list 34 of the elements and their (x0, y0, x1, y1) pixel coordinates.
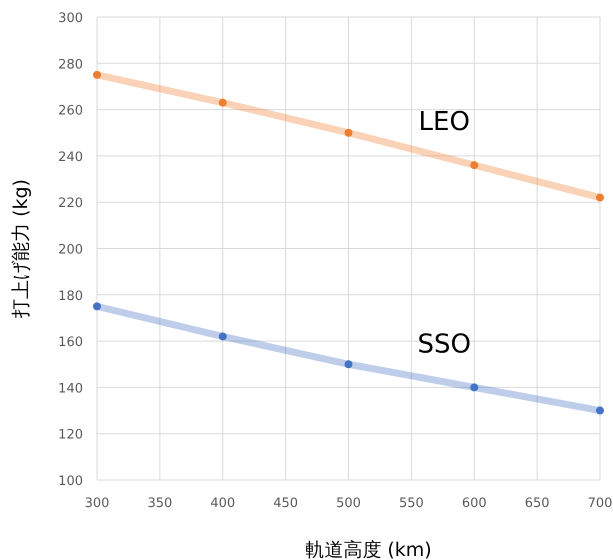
y-tick-label: 240 (58, 150, 83, 165)
x-tick-label: 300 (84, 496, 110, 511)
x-tick-label: 550 (398, 496, 424, 511)
y-tick-label: 300 (58, 11, 83, 26)
y-tick-label: 220 (58, 196, 83, 212)
point (596, 194, 604, 202)
point (344, 128, 352, 137)
point (344, 360, 352, 368)
series-label: LEO (418, 107, 470, 138)
x-tick-label: 500 (336, 496, 361, 511)
x-tick-label: 450 (273, 496, 298, 511)
point (470, 161, 478, 170)
x-tick-label: 700 (588, 496, 612, 511)
y-tick-label: 260 (58, 104, 83, 119)
x-tick-label: 350 (147, 496, 172, 511)
point (218, 98, 227, 107)
y-tick-label: 140 (58, 381, 83, 396)
y-tick-label: 200 (58, 242, 83, 258)
y-tick-label: 280 (58, 57, 83, 72)
point (93, 302, 101, 310)
x-axis-title: 軌道高度 (km) (305, 539, 432, 560)
point (218, 332, 227, 340)
y-axis-title: 打上げ能力 (kg) (10, 179, 32, 319)
x-tick-label: 400 (210, 496, 236, 511)
point (470, 383, 478, 392)
y-tick-label: 180 (58, 288, 83, 304)
x-tick-label: 600 (462, 496, 487, 511)
point (93, 70, 101, 79)
series-label: SSO (418, 329, 471, 360)
y-tick-label: 120 (58, 428, 83, 443)
y-tick-label: 100 (58, 474, 83, 489)
x-tick-label: 650 (524, 496, 550, 511)
point (596, 406, 604, 415)
y-tick-label: 160 (58, 335, 83, 350)
